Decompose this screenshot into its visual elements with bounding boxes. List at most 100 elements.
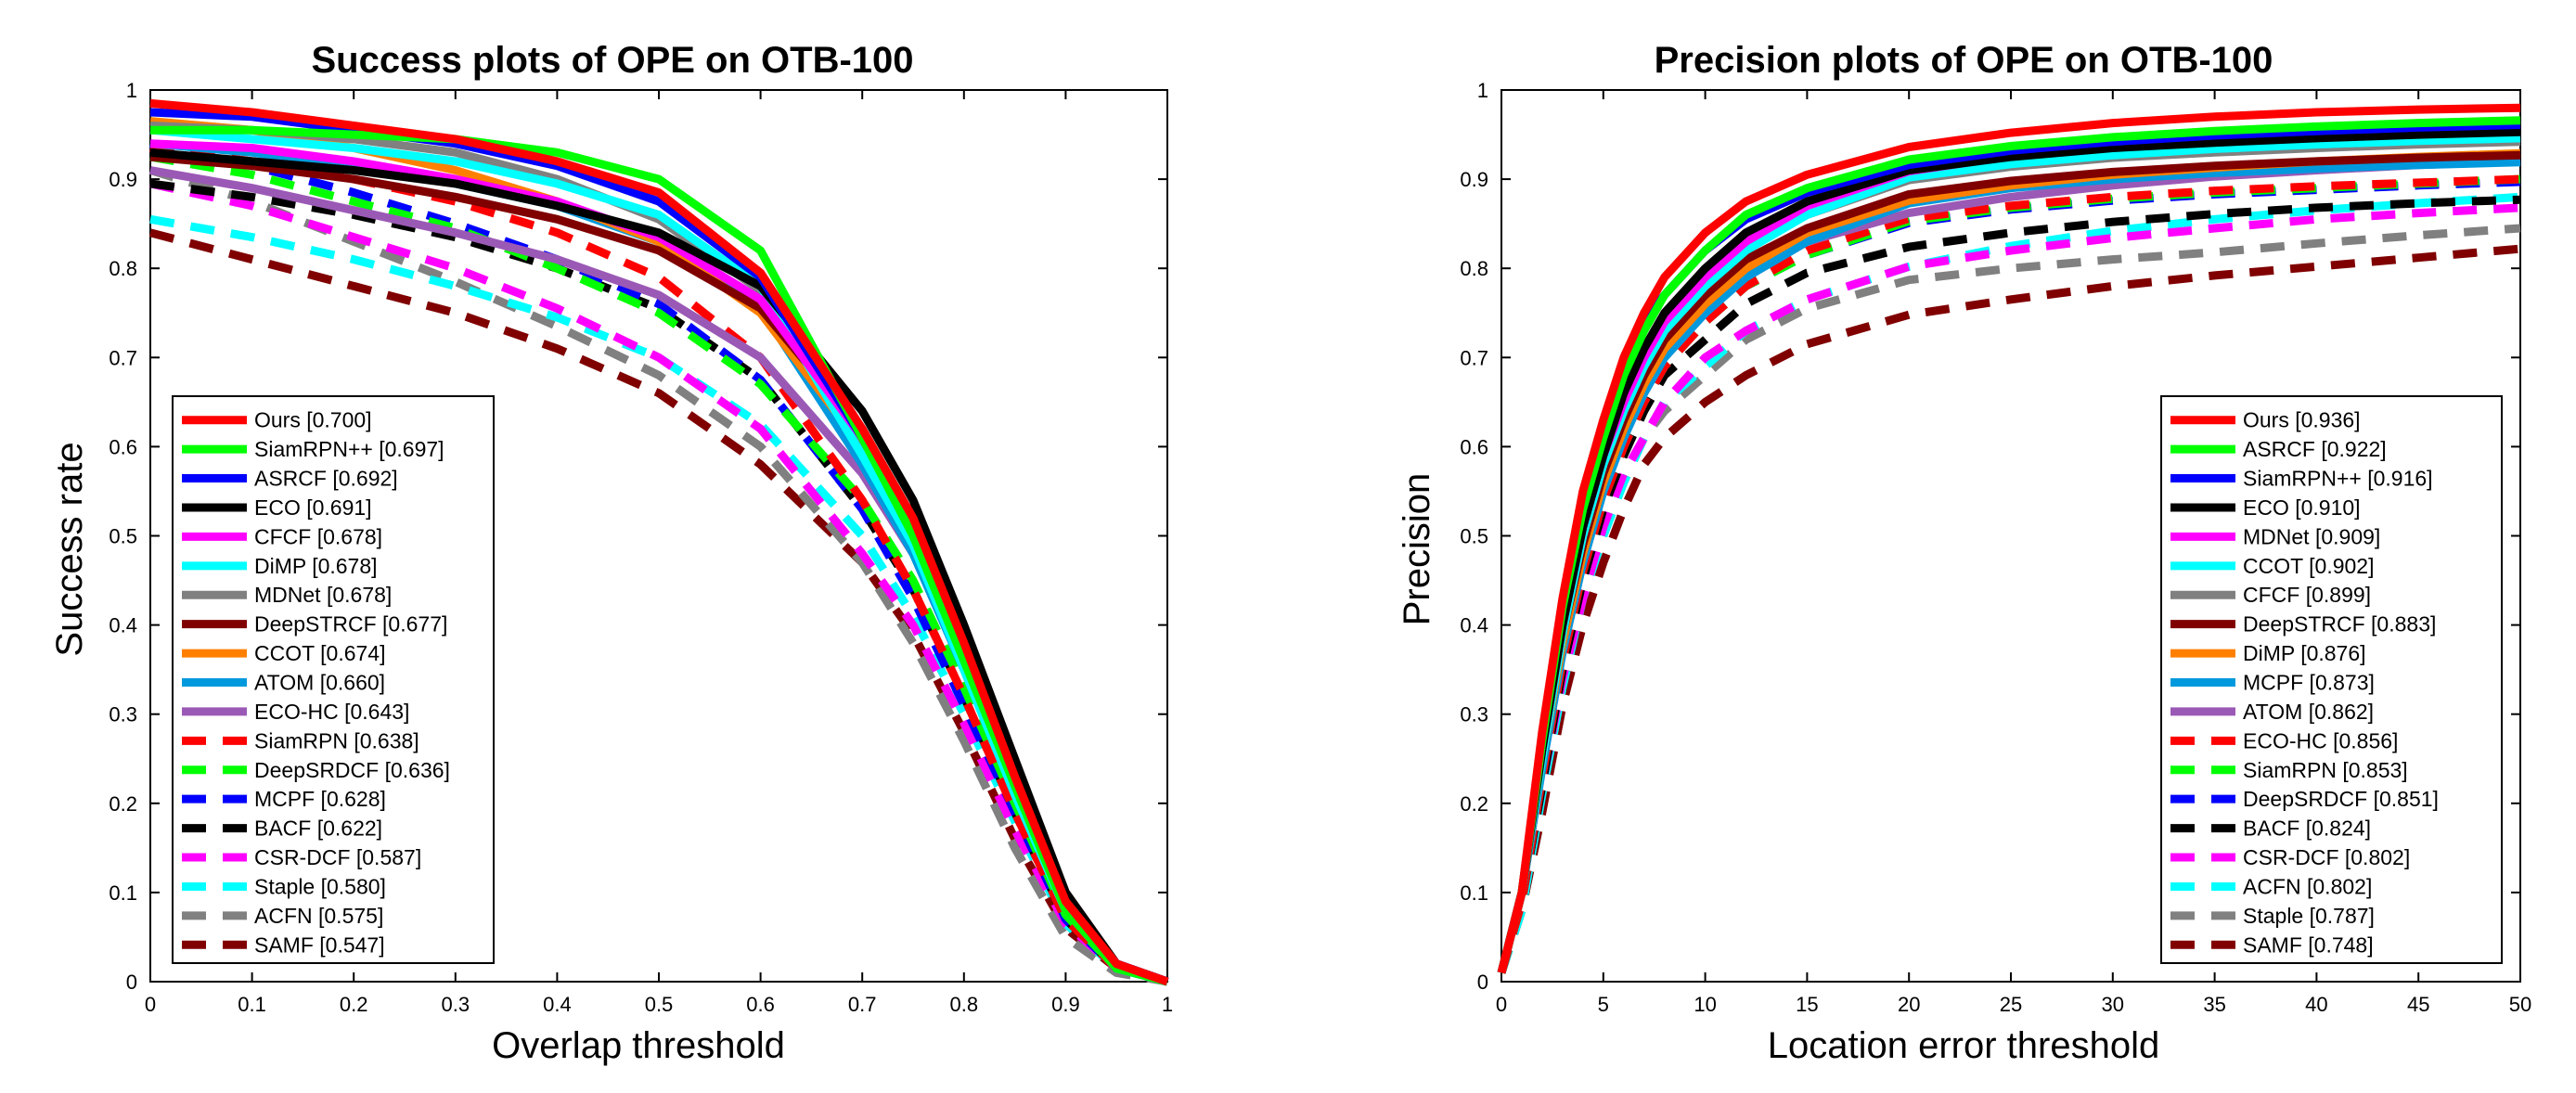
precision-legend-label: SAMF [0.748] xyxy=(2243,932,2374,957)
success-legend-label: MDNet [0.678] xyxy=(254,583,392,607)
success-series-bacf xyxy=(149,179,1169,986)
precision-ytick-label: 0.2 xyxy=(1460,792,1488,816)
success-xtick-label: 0.6 xyxy=(746,993,775,1016)
success-legend-label: Staple [0.580] xyxy=(254,874,386,898)
success-legend-label: ECO [0.691] xyxy=(254,495,372,520)
precision-legend-label: SiamRPN [0.853] xyxy=(2243,758,2408,782)
success-xtick-label: 0.5 xyxy=(645,993,674,1016)
precision-legend-label: ATOM [0.862] xyxy=(2243,700,2374,724)
success-xtick-label: 0.7 xyxy=(848,993,877,1016)
precision-xtick-label: 5 xyxy=(1598,993,1609,1016)
precision-plot-xlabel: Location error threshold xyxy=(1768,1025,2159,1066)
precision-legend-label: MCPF [0.873] xyxy=(2243,671,2375,695)
success-legend-label: DiMP [0.678] xyxy=(254,554,378,578)
success-ytick-label: 0.1 xyxy=(109,881,137,905)
precision-legend-label: ACFN [0.802] xyxy=(2243,874,2372,898)
precision-ytick-label: 0.7 xyxy=(1460,346,1488,369)
success-legend-label: DeepSRDCF [0.636] xyxy=(254,758,450,782)
success-series-deepsrdcf xyxy=(149,152,1169,986)
precision-legend-label: ECO [0.910] xyxy=(2243,495,2361,520)
precision-xtick-label: 35 xyxy=(2203,993,2225,1016)
precision-series-eco-hc xyxy=(1497,174,2521,974)
success-xtick-label: 1 xyxy=(1162,993,1173,1016)
success-series-ours xyxy=(149,98,1169,986)
precision-xtick-label: 25 xyxy=(2000,993,2022,1016)
success-legend-label: CCOT [0.674] xyxy=(254,641,385,665)
precision-legend-label: DeepSRDCF [0.851] xyxy=(2243,787,2439,811)
success-series-acfn xyxy=(148,166,1168,986)
success-ytick-label: 1 xyxy=(126,79,137,102)
success-legend-label: Ours [0.700] xyxy=(254,408,372,432)
precision-ytick-label: 0.6 xyxy=(1460,435,1488,458)
success-xtick-label: 0.8 xyxy=(950,993,979,1016)
precision-legend-label: BACF [0.824] xyxy=(2243,817,2371,841)
precision-legend-label: ECO-HC [0.856] xyxy=(2243,728,2398,752)
success-plot-ylabel: Success rate xyxy=(49,442,90,656)
success-xtick-label: 0.4 xyxy=(543,993,572,1016)
precision-ytick-label: 0.3 xyxy=(1460,703,1488,727)
precision-legend-label: Ours [0.936] xyxy=(2243,408,2361,432)
precision-legend-label: CCOT [0.902] xyxy=(2243,554,2374,578)
precision-legend-label: DiMP [0.876] xyxy=(2243,641,2366,665)
precision-legend-label: SiamRPN++ [0.916] xyxy=(2243,467,2433,491)
success-ytick-label: 0.3 xyxy=(109,703,137,727)
success-ytick-label: 0.4 xyxy=(109,614,137,637)
success-legend-label: ECO-HC [0.643] xyxy=(254,700,409,724)
success-legend-label: ASRCF [0.692] xyxy=(254,467,398,491)
success-ytick-label: 0.5 xyxy=(109,525,137,548)
precision-legend-label: DeepSTRCF [0.883] xyxy=(2243,612,2436,637)
success-ytick-label: 0.8 xyxy=(109,257,137,280)
success-legend-label: ACFN [0.575] xyxy=(254,904,383,928)
success-plot-legend: Ours [0.700] SiamRPN++ [0.697] ASRCF [0.69… xyxy=(172,395,495,964)
success-ytick-label: 0.6 xyxy=(109,435,137,458)
precision-xtick-label: 40 xyxy=(2305,993,2327,1016)
precision-xtick-label: 15 xyxy=(1796,993,1818,1016)
precision-series-ours xyxy=(1497,103,2521,974)
precision-xtick-label: 30 xyxy=(2102,993,2124,1016)
success-ytick-label: 0 xyxy=(126,971,137,994)
precision-series-samf xyxy=(1497,244,2521,974)
precision-xtick-label: 20 xyxy=(1898,993,1920,1016)
precision-ytick-label: 0.1 xyxy=(1460,881,1488,905)
precision-ytick-label: 0.9 xyxy=(1460,168,1488,191)
success-legend-label: DeepSTRCF [0.677] xyxy=(254,612,447,637)
success-legend-label: BACF [0.622] xyxy=(254,817,382,841)
precision-ytick-label: 0.4 xyxy=(1460,614,1488,637)
precision-ytick-label: 1 xyxy=(1477,79,1488,102)
success-xtick-label: 0.9 xyxy=(1051,993,1080,1016)
success-legend-label: SAMF [0.547] xyxy=(254,932,385,957)
success-xtick-label: 0 xyxy=(145,993,156,1016)
precision-ytick-label: 0 xyxy=(1477,971,1488,994)
success-plot-area: 0 0.1 0.2 0.3 0.4 0.5 0.6 0.7 0.8 0.9 1 0 0.1 0.2 0.3 0… xyxy=(109,79,1173,1016)
success-plot-xlabel: Overlap threshold xyxy=(492,1025,785,1066)
success-legend-label: ATOM [0.660] xyxy=(254,671,385,695)
success-legend-label: CFCF [0.678] xyxy=(254,524,382,548)
success-plot-panel: Success plots of OPE on OTB-100 Overlap … xyxy=(49,40,1173,1066)
success-legend-label: SiamRPN++ [0.697] xyxy=(254,437,444,461)
precision-legend-label: MDNet [0.909] xyxy=(2243,524,2380,548)
precision-plot-panel: Precision plots of OPE on OTB-100 Locati… xyxy=(1397,40,2531,1066)
precision-plot-legend: Ours [0.936] ASRCF [0.922] SiamRPN++ [0.91… xyxy=(2160,395,2503,964)
precision-xtick-label: 45 xyxy=(2407,993,2429,1016)
success-ytick-label: 0.9 xyxy=(109,168,137,191)
success-ytick-label: 0.7 xyxy=(109,346,137,369)
success-xtick-label: 0.1 xyxy=(238,993,266,1016)
precision-ytick-label: 0.5 xyxy=(1460,525,1488,548)
success-legend-label: MCPF [0.628] xyxy=(254,787,386,811)
precision-plot-title: Precision plots of OPE on OTB-100 xyxy=(1655,40,2273,81)
success-legend-label: CSR-DCF [0.587] xyxy=(254,845,421,869)
precision-plot-ylabel: Precision xyxy=(1397,473,1437,626)
precision-legend-label: ASRCF [0.922] xyxy=(2243,437,2387,461)
precision-legend-label: Staple [0.787] xyxy=(2243,904,2375,928)
precision-legend-label: CSR-DCF [0.802] xyxy=(2243,845,2410,869)
success-legend-label: SiamRPN [0.638] xyxy=(254,728,419,752)
precision-xtick-label: 50 xyxy=(2509,993,2531,1016)
precision-xtick-label: 10 xyxy=(1694,993,1716,1016)
success-xtick-label: 0.2 xyxy=(340,993,368,1016)
precision-xtick-label: 0 xyxy=(1496,993,1507,1016)
success-ytick-label: 0.2 xyxy=(109,792,137,816)
success-series-staple xyxy=(149,214,1169,986)
precision-ytick-label: 0.8 xyxy=(1460,257,1488,280)
